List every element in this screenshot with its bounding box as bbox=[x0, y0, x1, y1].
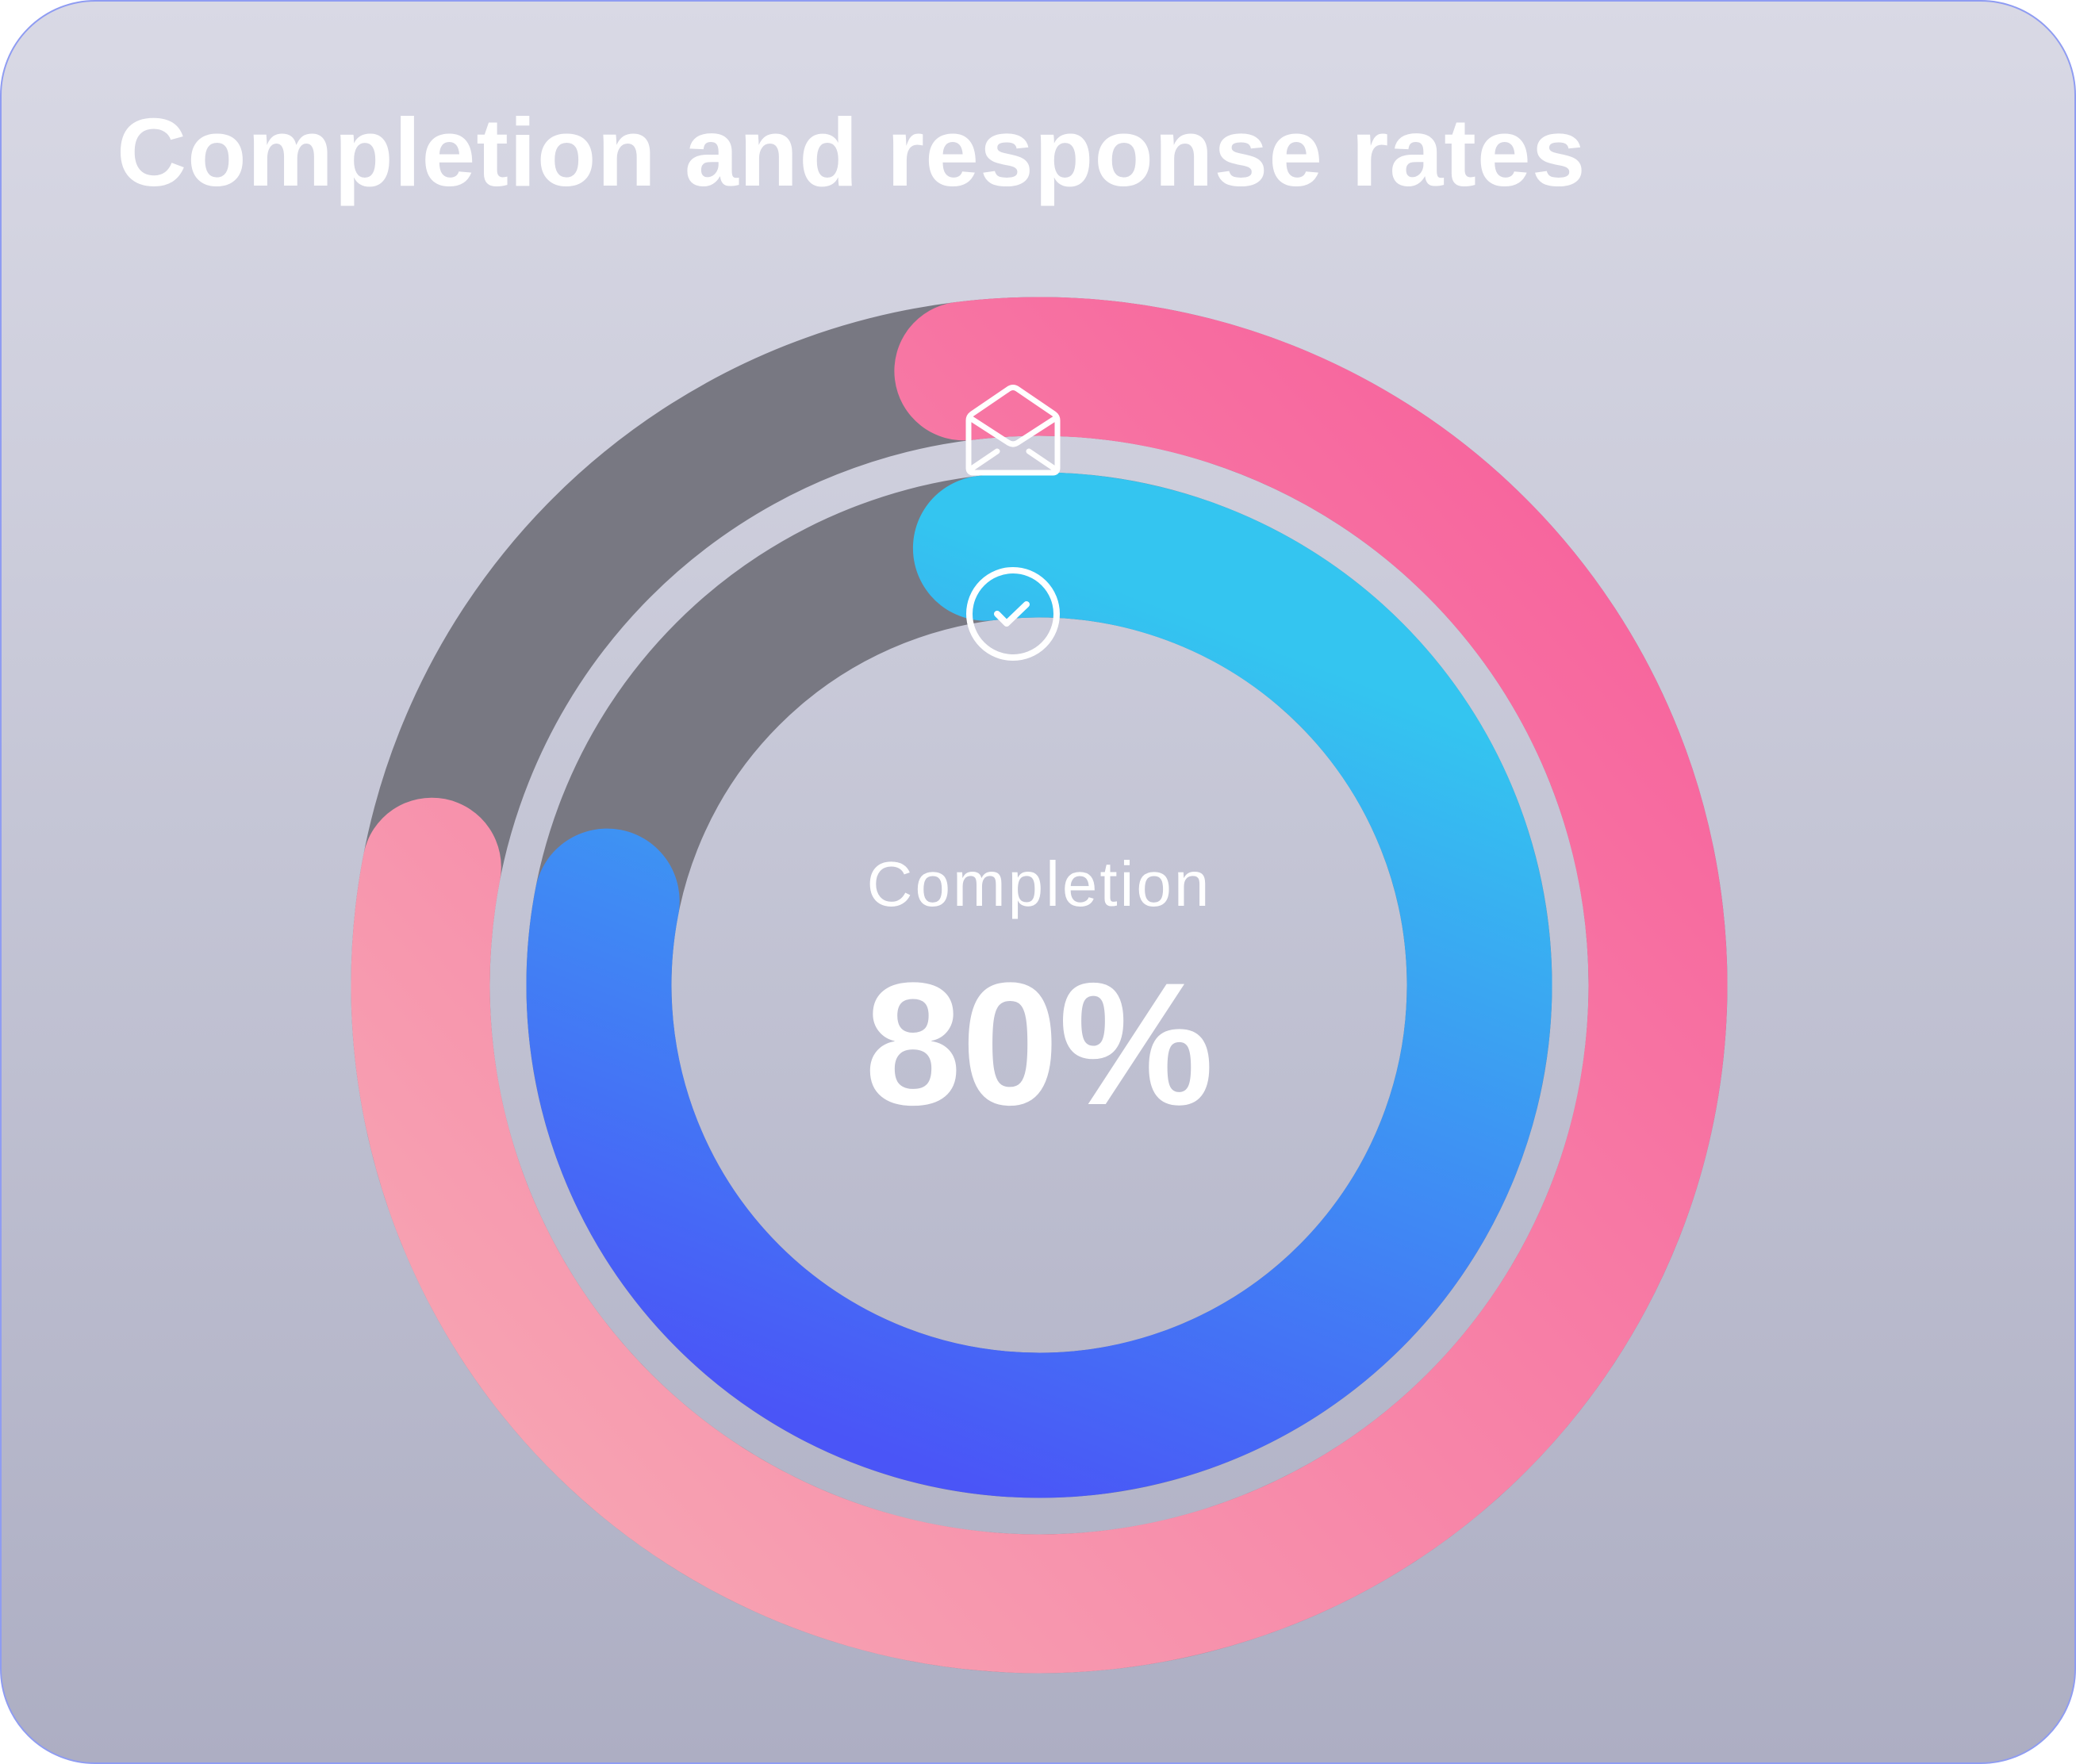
center-label: Completion bbox=[867, 849, 1212, 919]
chart-title: Completion and response rates bbox=[117, 98, 1587, 206]
center-value: 80% bbox=[865, 946, 1214, 1141]
envelope-open-icon bbox=[965, 385, 1061, 476]
ring-arc-2 bbox=[526, 472, 1552, 1498]
ring-group bbox=[351, 297, 1728, 1674]
check-circle-icon bbox=[966, 567, 1060, 661]
ring-arc-1 bbox=[351, 297, 1728, 1674]
